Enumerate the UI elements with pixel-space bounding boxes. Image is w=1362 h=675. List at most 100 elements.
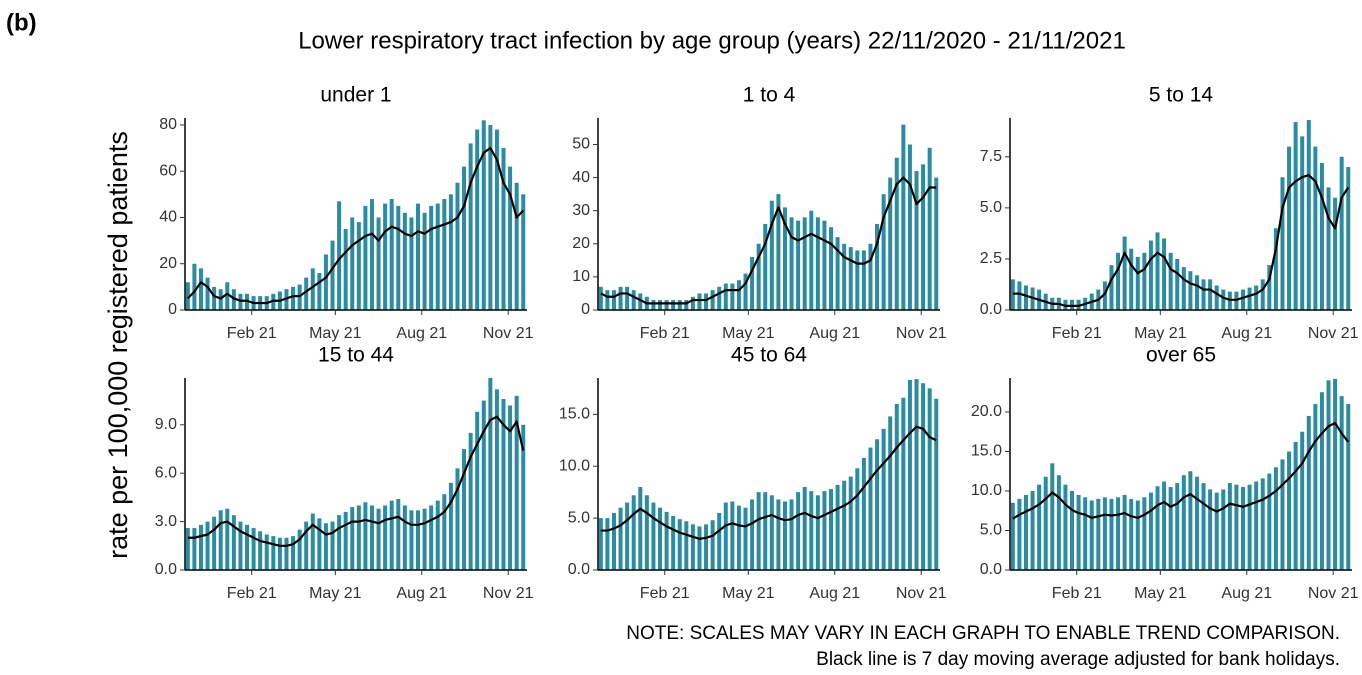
daily-bar xyxy=(317,272,322,310)
x-tick-label: Feb 21 xyxy=(640,325,690,342)
daily-bar xyxy=(356,222,361,310)
daily-bar xyxy=(921,383,926,570)
daily-bar xyxy=(1201,483,1206,570)
daily-bar xyxy=(684,300,689,310)
daily-bar xyxy=(690,296,695,310)
daily-bar xyxy=(1273,467,1278,570)
daily-bar xyxy=(422,508,427,570)
y-tick-label: 0.0 xyxy=(568,561,590,578)
y-tick-label: 20 xyxy=(572,235,590,252)
y-tick-label: 0.0 xyxy=(155,561,177,578)
daily-bar xyxy=(835,484,840,570)
x-tick-label: Feb 21 xyxy=(1052,325,1102,342)
daily-bar xyxy=(1089,500,1094,570)
y-tick-label: 5.0 xyxy=(568,509,590,526)
moving-average-line xyxy=(1012,174,1350,308)
daily-bar xyxy=(1214,285,1219,310)
daily-bar xyxy=(1194,476,1199,570)
daily-bar xyxy=(1116,252,1121,310)
daily-bar xyxy=(704,293,709,310)
daily-bar xyxy=(921,164,926,310)
x-tick-label: Feb 21 xyxy=(227,325,277,342)
daily-bar xyxy=(435,500,440,570)
x-tick-label: May 21 xyxy=(309,325,362,342)
y-tick-label: 80 xyxy=(159,116,177,133)
panel-title: under 1 xyxy=(320,84,391,107)
daily-bar xyxy=(822,491,827,570)
daily-bar xyxy=(521,194,526,310)
daily-bar xyxy=(1043,476,1048,570)
daily-bar xyxy=(376,217,381,310)
daily-bar xyxy=(396,205,401,310)
daily-bar xyxy=(1313,146,1318,310)
daily-bar xyxy=(508,405,513,570)
y-tick-label: 10.0 xyxy=(971,482,1002,499)
daily-bar xyxy=(1030,490,1035,570)
daily-bar xyxy=(1037,484,1042,570)
x-tick-label: Aug 21 xyxy=(396,585,447,602)
panel: under 1 0 20 40 60 80 Feb 21 May 21 Aug 21 Nov 21 xyxy=(159,84,533,343)
y-tick-label: 20.0 xyxy=(971,403,1002,420)
daily-bar xyxy=(192,528,197,570)
y-tick-label: 50 xyxy=(572,136,590,153)
x-tick-label: May 21 xyxy=(1134,325,1187,342)
daily-bar xyxy=(1155,232,1160,310)
daily-bar xyxy=(369,505,374,570)
daily-bar xyxy=(1175,258,1180,310)
daily-bar xyxy=(238,293,243,310)
daily-bar xyxy=(894,157,899,310)
daily-bar xyxy=(330,240,335,310)
daily-bar xyxy=(651,300,656,310)
daily-bar xyxy=(514,395,519,570)
daily-bar xyxy=(861,250,866,310)
x-tick-label: Nov 21 xyxy=(483,325,534,342)
daily-bar xyxy=(350,217,355,310)
moving-average-line xyxy=(187,415,525,547)
daily-bar xyxy=(888,416,893,570)
daily-bar xyxy=(815,217,820,310)
daily-bar xyxy=(1102,281,1107,310)
daily-bar xyxy=(1017,498,1022,570)
daily-bar xyxy=(658,507,663,570)
y-tick-label: 60 xyxy=(159,162,177,179)
daily-bar xyxy=(1227,483,1232,570)
daily-bar xyxy=(763,492,768,570)
daily-bar xyxy=(231,515,236,570)
daily-bar xyxy=(462,448,467,570)
daily-bar xyxy=(297,284,302,310)
daily-bar xyxy=(671,300,676,310)
daily-bar xyxy=(907,144,912,310)
panel-label: (b) xyxy=(6,9,37,36)
daily-bar xyxy=(521,424,526,570)
y-tick-label: 20 xyxy=(159,255,177,272)
moving-average-line xyxy=(1012,421,1350,520)
daily-bar xyxy=(429,205,434,310)
daily-bar xyxy=(1063,484,1068,570)
panel-title: over 65 xyxy=(1146,344,1216,367)
daily-bar xyxy=(1287,451,1292,570)
daily-bar xyxy=(337,201,342,310)
moving-average-line xyxy=(600,176,937,305)
daily-bar xyxy=(730,283,735,310)
panel: 15 to 44 0.0 3.0 6.0 9.0 Feb 21 May 21 Aug 21 No… xyxy=(155,344,534,603)
daily-bar xyxy=(337,515,342,570)
panel-title: 1 to 4 xyxy=(743,84,796,107)
daily-bar xyxy=(291,286,296,310)
daily-bar xyxy=(1122,494,1127,570)
daily-bar xyxy=(343,229,348,310)
daily-bar xyxy=(409,510,414,570)
y-tick-label: 40 xyxy=(159,209,177,226)
daily-bar xyxy=(1208,279,1213,310)
daily-bar xyxy=(330,521,335,570)
daily-bar xyxy=(934,177,939,310)
daily-bar xyxy=(934,398,939,570)
daily-bar xyxy=(494,389,499,570)
daily-bar xyxy=(1333,378,1338,570)
daily-bar xyxy=(198,524,203,570)
daily-bar xyxy=(1313,404,1318,570)
daily-bar xyxy=(782,501,787,570)
x-tick-label: Aug 21 xyxy=(1221,325,1272,342)
y-tick-label: 10.0 xyxy=(559,457,590,474)
daily-bar xyxy=(205,277,210,310)
